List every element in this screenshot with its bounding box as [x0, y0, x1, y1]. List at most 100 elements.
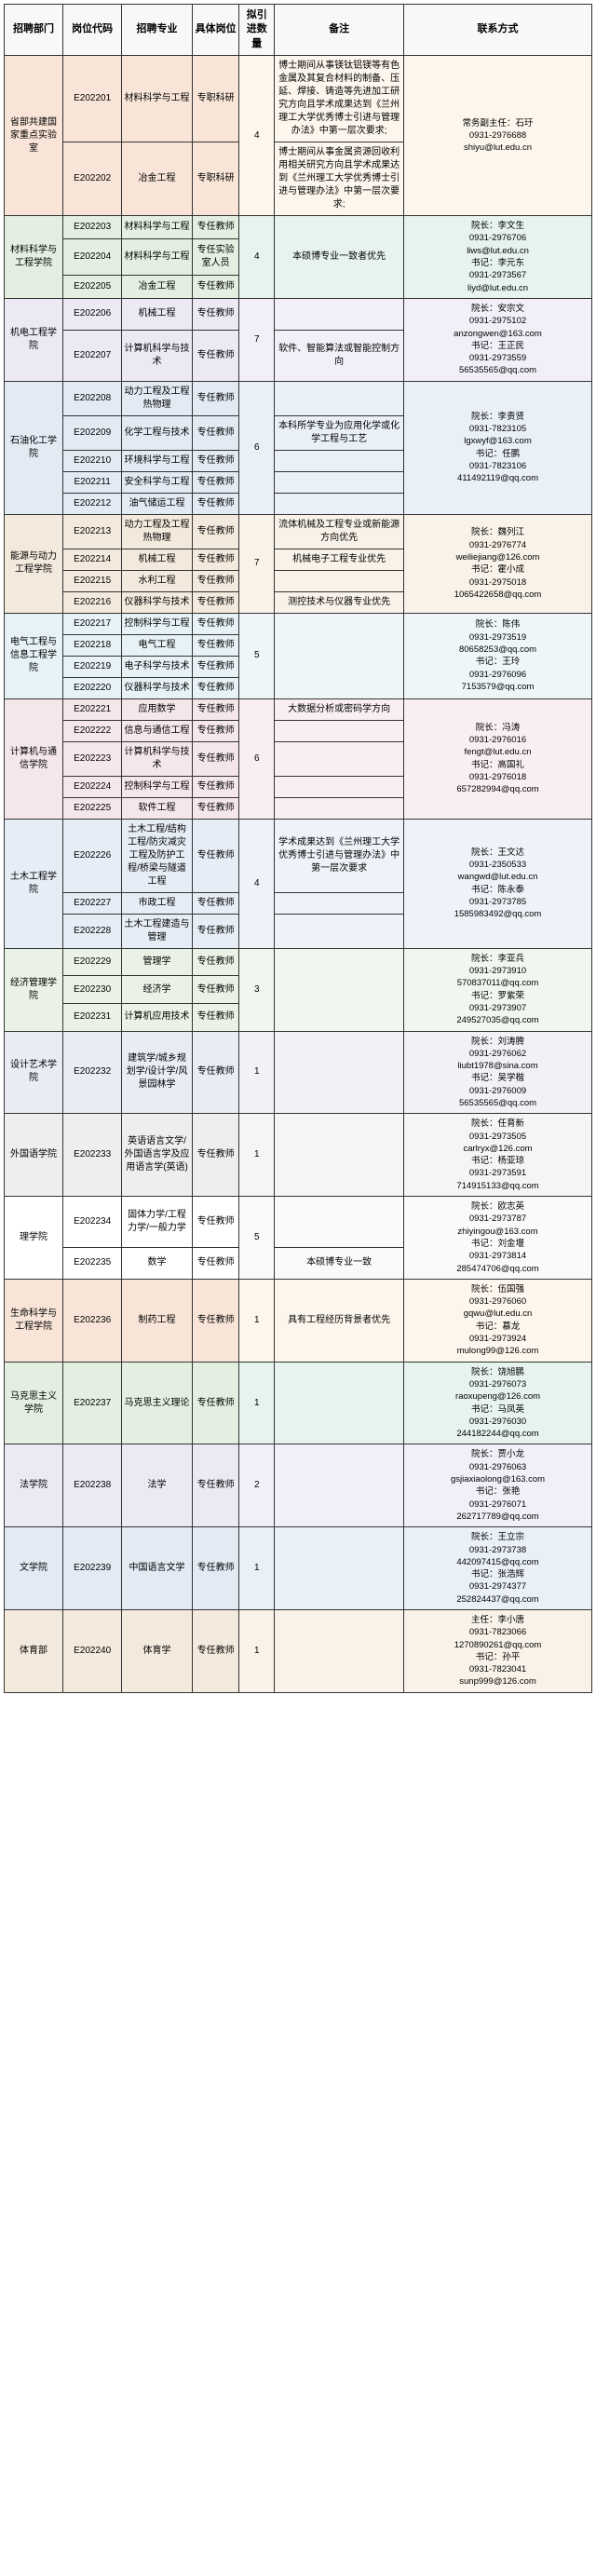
table-cell: 体育部: [5, 1609, 63, 1692]
table-cell: 专任教师: [192, 1031, 238, 1114]
table-cell: 专任教师: [192, 914, 238, 948]
table-header-row: 招聘部门岗位代码招聘专业具体岗位拟引进数量备注联系方式: [5, 5, 592, 56]
table-cell: [275, 613, 404, 698]
recruitment-table: 招聘部门岗位代码招聘专业具体岗位拟引进数量备注联系方式 省部共建国家重点实验室E…: [4, 4, 592, 1693]
table-body: 省部共建国家重点实验室E202201材料科学与工程专职科研4博士期间从事镁钛铝镁…: [5, 56, 592, 1693]
table-cell: 软件、智能算法或智能控制方向: [275, 330, 404, 381]
table-cell: E202206: [63, 298, 122, 330]
table-cell: 固体力学/工程力学/一般力学: [122, 1197, 193, 1248]
table-cell: 建筑学/城乡规划学/设计学/风景园林学: [122, 1031, 193, 1114]
header-cell: 具体岗位: [192, 5, 238, 56]
table-cell: [275, 914, 404, 948]
table-cell: E202210: [63, 450, 122, 471]
table-cell: 专任教师: [192, 819, 238, 892]
table-cell: 专任教师: [192, 471, 238, 493]
table-cell: [275, 741, 404, 776]
table-cell: E202240: [63, 1609, 122, 1692]
table-cell: 信息与通信工程: [122, 720, 193, 741]
table-cell: 7: [239, 514, 275, 613]
table-cell: 专任教师: [192, 1527, 238, 1610]
header-cell: 联系方式: [404, 5, 592, 56]
table-cell: 专任教师: [192, 1114, 238, 1197]
table-cell: 机械电子工程专业优先: [275, 549, 404, 570]
table-cell: 省部共建国家重点实验室: [5, 56, 63, 216]
table-cell: 1: [239, 1362, 275, 1444]
table-row: 法学院E202238法学专任教师2院长：贾小龙0931-2976063gsjia…: [5, 1444, 592, 1527]
table-cell: 专任教师: [192, 948, 238, 976]
table-cell: 5: [239, 613, 275, 698]
table-cell: 大数据分析或密码学方向: [275, 698, 404, 720]
table-cell: E202204: [63, 238, 122, 276]
table-cell: 专任教师: [192, 677, 238, 698]
table-cell: [275, 1609, 404, 1692]
table-cell: 计算机应用技术: [122, 1003, 193, 1031]
table-cell: 院长：欧志英0931-2973787zhiyingou@163.com书记：刘金…: [404, 1197, 592, 1280]
table-cell: [275, 381, 404, 415]
table-cell: E202228: [63, 914, 122, 948]
table-cell: 理学院: [5, 1197, 63, 1280]
table-cell: 院长：饶旭鹏0931-2976073raoxupeng@126.com书记：马凤…: [404, 1362, 592, 1444]
table-row: 外国语学院E202233英语语言文学/外国语言学及应用语言学(英语)专任教师1院…: [5, 1114, 592, 1197]
table-cell: 外国语学院: [5, 1114, 63, 1197]
table-cell: 电气工程与信息工程学院: [5, 613, 63, 698]
table-cell: E202205: [63, 276, 122, 299]
header-cell: 招聘专业: [122, 5, 193, 56]
table-cell: 测控技术与仪器专业优先: [275, 591, 404, 613]
table-cell: [275, 493, 404, 514]
table-cell: 院长：陈伟0931-297351980658253@qq.com书记：王玲093…: [404, 613, 592, 698]
table-cell: 专任教师: [192, 493, 238, 514]
table-cell: [275, 1031, 404, 1114]
table-cell: E202201: [63, 56, 122, 142]
table-cell: [275, 776, 404, 797]
table-cell: E202231: [63, 1003, 122, 1031]
table-cell: [275, 570, 404, 591]
table-cell: E202233: [63, 1114, 122, 1197]
table-cell: 文学院: [5, 1527, 63, 1610]
table-cell: E202235: [63, 1247, 122, 1279]
table-row: 省部共建国家重点实验室E202201材料科学与工程专职科研4博士期间从事镁钛铝镁…: [5, 56, 592, 142]
table-cell: E202216: [63, 591, 122, 613]
table-cell: 院长：李亚兵0931-2973910570837011@qq.com书记：罗紫荣…: [404, 948, 592, 1031]
table-cell: 法学: [122, 1444, 193, 1527]
table-cell: [275, 720, 404, 741]
table-cell: 油气储运工程: [122, 493, 193, 514]
table-cell: 材料科学与工程: [122, 216, 193, 239]
table-cell: 专职科研: [192, 142, 238, 216]
table-cell: 仪器科学与技术: [122, 677, 193, 698]
table-cell: E202215: [63, 570, 122, 591]
table-row: 经济管理学院E202229管理学专任教师3院长：李亚兵0931-29739105…: [5, 948, 592, 976]
table-cell: 专任教师: [192, 591, 238, 613]
table-cell: E202229: [63, 948, 122, 976]
table-cell: 生命科学与工程学院: [5, 1279, 63, 1362]
table-row: 生命科学与工程学院E202236制药工程专任教师1具有工程经历背景者优先院长：伍…: [5, 1279, 592, 1362]
table-cell: 专任教师: [192, 1609, 238, 1692]
table-cell: [275, 1527, 404, 1610]
table-row: 电气工程与信息工程学院E202217控制科学与工程专任教师5院长：陈伟0931-…: [5, 613, 592, 634]
table-cell: E202221: [63, 698, 122, 720]
table-cell: 马克思主义学院: [5, 1362, 63, 1444]
table-cell: 博士期间从事镁钛铝镁等有色金属及其复合材料的制备、压延、焊接、铸造等先进加工研究…: [275, 56, 404, 142]
table-cell: 流体机械及工程专业或新能源方向优先: [275, 514, 404, 549]
table-cell: 博士期间从事金属资源回收利用相关研究方向且学术成果达到《兰州理工大学优秀博士引进…: [275, 142, 404, 216]
table-cell: 专任教师: [192, 1444, 238, 1527]
table-row: 设计艺术学院E202232建筑学/城乡规划学/设计学/风景园林学专任教师1院长：…: [5, 1031, 592, 1114]
table-cell: E202219: [63, 656, 122, 677]
table-cell: 专任教师: [192, 776, 238, 797]
table-cell: 专任教师: [192, 549, 238, 570]
table-cell: 具有工程经历背景者优先: [275, 1279, 404, 1362]
header-cell: 招聘部门: [5, 5, 63, 56]
table-cell: [275, 298, 404, 330]
table-cell: [275, 892, 404, 914]
table-cell: 专任教师: [192, 514, 238, 549]
table-cell: 电子科学与技术: [122, 656, 193, 677]
table-cell: 土木工程建造与管理: [122, 914, 193, 948]
table-cell: 电气工程: [122, 634, 193, 656]
table-cell: 专任教师: [192, 276, 238, 299]
table-cell: 动力工程及工程热物理: [122, 381, 193, 415]
table-cell: 专任教师: [192, 634, 238, 656]
table-cell: 能源与动力工程学院: [5, 514, 63, 613]
table-cell: 仪器科学与技术: [122, 591, 193, 613]
table-cell: 院长：王立宗0931-2973738442097415@qq.com书记：张浩辉…: [404, 1527, 592, 1610]
table-cell: E202238: [63, 1444, 122, 1527]
table-cell: E202224: [63, 776, 122, 797]
